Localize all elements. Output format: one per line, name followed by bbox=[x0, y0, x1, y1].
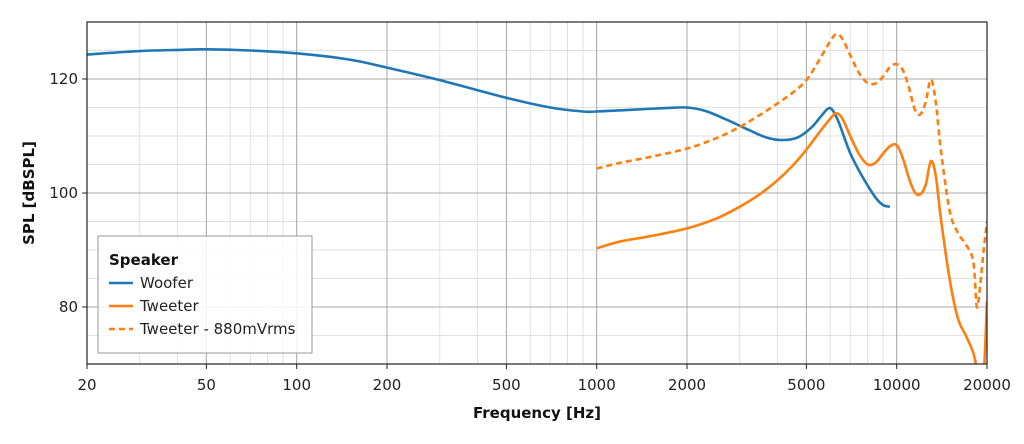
y-axis-ticks: 80 100 120 bbox=[49, 70, 87, 316]
x-tick-label: 1000 bbox=[578, 376, 616, 394]
y-tick-label: 80 bbox=[59, 298, 78, 316]
series-line-tweeter-880mvrms bbox=[596, 32, 987, 309]
x-tick-label: 20000 bbox=[963, 376, 1011, 394]
x-tick-label: 100 bbox=[282, 376, 311, 394]
series-line-tweeter bbox=[596, 111, 987, 364]
series-line-woofer bbox=[87, 48, 891, 208]
x-tick-label: 500 bbox=[492, 376, 521, 394]
x-axis-label: Frequency [Hz] bbox=[473, 404, 601, 422]
legend-label-tweeter-880mvrms: Tweeter - 880mVrms bbox=[139, 320, 296, 338]
x-tick-label: 200 bbox=[373, 376, 402, 394]
legend-box bbox=[97, 235, 313, 354]
y-axis-label: SPL [dBSPL] bbox=[20, 141, 38, 245]
legend-items: Woofer Tweeter Tweeter - 880mVrms bbox=[109, 274, 296, 338]
x-tick-label: 10000 bbox=[873, 376, 921, 394]
series-layer bbox=[87, 32, 987, 364]
x-axis-ticks: 20 50 100 200 500 1000 2000 5000 10000 20000 bbox=[77, 364, 1011, 394]
x-tick-label: 20 bbox=[77, 376, 96, 394]
x-tick-label: 5000 bbox=[787, 376, 825, 394]
x-tick-label: 2000 bbox=[668, 376, 706, 394]
y-tick-label: 120 bbox=[49, 70, 78, 88]
y-tick-label: 100 bbox=[49, 184, 78, 202]
legend-label-tweeter: Tweeter bbox=[139, 297, 200, 315]
legend-label-woofer: Woofer bbox=[140, 274, 194, 292]
x-tick-label: 50 bbox=[197, 376, 216, 394]
legend: Speaker Woofer Tweeter Tweeter - 880mVrms bbox=[97, 235, 313, 354]
legend-title: Speaker bbox=[109, 251, 179, 269]
